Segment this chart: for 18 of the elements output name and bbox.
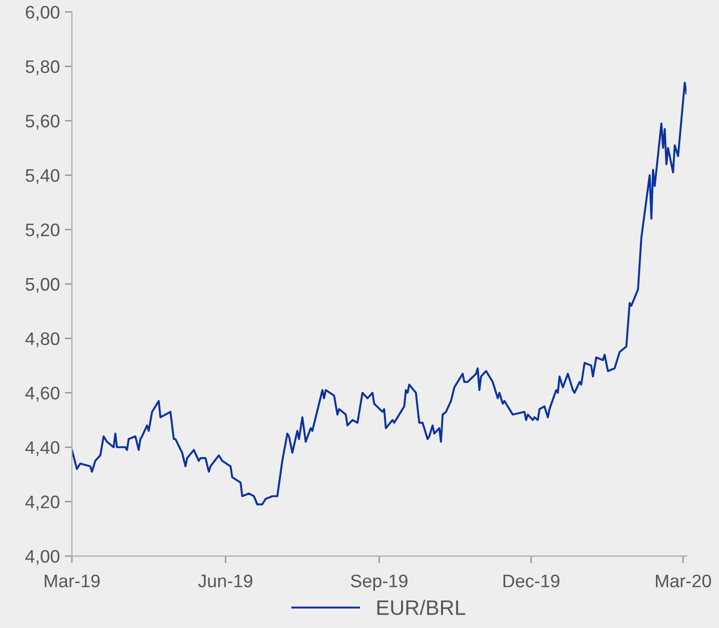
x-tick-label: Mar-19	[44, 574, 100, 588]
y-tick-label: 5,60	[26, 114, 60, 130]
y-tick-label: 5,00	[26, 278, 60, 293]
x-tick-label: Mar-20	[656, 574, 711, 588]
line-series	[72, 82, 686, 506]
y-tick-label: 4,00	[25, 550, 60, 565]
y-tick-label: 4,60	[25, 386, 60, 402]
legend-label: EUR/BRL	[377, 600, 466, 616]
y-tick-label: 5,20	[26, 224, 60, 238]
y-tick-label: 4,40	[25, 441, 60, 456]
y-tick-label: 5,80	[26, 60, 60, 76]
y-tick-label: 6,00	[26, 6, 60, 21]
x-tick-label: Jun-19	[198, 574, 252, 588]
x-tick-label: Sep-19	[350, 574, 408, 591]
y-tick-label: 4,20	[25, 496, 60, 510]
y-tick-label: 4,80	[25, 332, 60, 348]
y-tick-label: 5,40	[26, 169, 60, 184]
x-tick-label: Dec-19	[504, 574, 560, 588]
